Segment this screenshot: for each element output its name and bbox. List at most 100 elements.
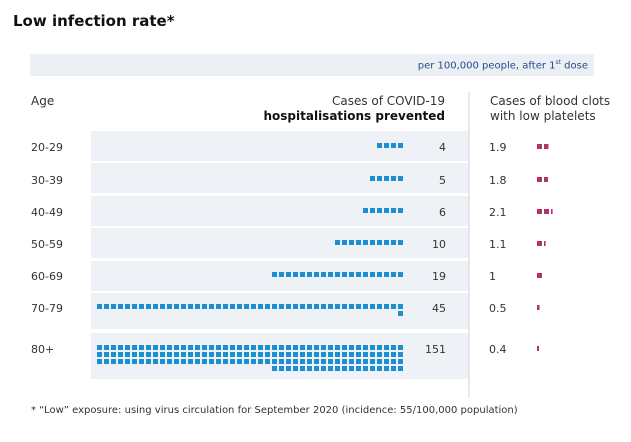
hospitalisation-square: [209, 345, 214, 350]
hospitalisation-square: [314, 359, 319, 364]
hospitalisation-square: [174, 304, 179, 309]
row-band: [91, 131, 469, 161]
age-label: 20-29: [31, 141, 63, 154]
hospitalisation-square: [384, 272, 389, 277]
hospitalisation-square: [265, 345, 270, 350]
hospitalisation-square: [349, 240, 354, 245]
hospitalisation-square: [300, 359, 305, 364]
hospitalisation-square: [391, 272, 396, 277]
hospitalisation-square: [139, 352, 144, 357]
hospitalisation-square: [286, 366, 291, 371]
blood-clot-square: [537, 273, 542, 278]
hospitalisation-square: [398, 143, 403, 148]
hospitalisation-square: [251, 304, 256, 309]
hospitalisation-square: [286, 345, 291, 350]
hospitalisation-square: [223, 352, 228, 357]
hospitalisation-square: [251, 359, 256, 364]
hospitalisation-square: [349, 352, 354, 357]
hospitalisation-square: [230, 345, 235, 350]
hospitalisation-square: [230, 352, 235, 357]
hospitalisation-square: [244, 352, 249, 357]
hospitalisation-square: [167, 304, 172, 309]
hospitalisation-square: [342, 352, 347, 357]
hospitalisation-square: [342, 366, 347, 371]
hospitalisation-square: [370, 345, 375, 350]
hospitalisation-square: [321, 366, 326, 371]
row-band: [91, 228, 469, 258]
blood-clot-value: 0.4: [489, 343, 507, 356]
hospitalisation-square: [377, 352, 382, 357]
hospitalisation-square: [230, 304, 235, 309]
hospitalisation-square: [398, 345, 403, 350]
blood-clot-square: [544, 209, 549, 214]
hospitalisation-square: [314, 366, 319, 371]
hospitalisation-square: [97, 352, 102, 357]
row-band: [91, 196, 469, 226]
hospitalisation-value: 5: [439, 174, 446, 187]
hospitalisation-square: [307, 272, 312, 277]
hospitalisation-square: [384, 304, 389, 309]
hospitalisation-value: 151: [425, 343, 446, 356]
hospitalisation-square: [356, 272, 361, 277]
hospitalisation-square: [279, 352, 284, 357]
hospitalisation-square: [272, 352, 277, 357]
blood-clot-value: 0.5: [489, 302, 507, 315]
hospitalisation-square: [384, 176, 389, 181]
hospitalisation-square: [377, 345, 382, 350]
hospitalisation-square: [258, 304, 263, 309]
hospitalisation-square: [216, 304, 221, 309]
hospitalisation-square: [125, 304, 130, 309]
hospitalisation-value: 19: [432, 270, 446, 283]
hospitalisation-square: [384, 208, 389, 213]
hospitalisation-square: [174, 352, 179, 357]
hospitalisation-square: [342, 304, 347, 309]
hospitalisation-square: [293, 272, 298, 277]
hospitalisation-square: [300, 304, 305, 309]
hospitalisation-square: [195, 304, 200, 309]
hospitalisation-square: [104, 352, 109, 357]
hospitalisation-square: [195, 345, 200, 350]
hospitalisation-value: 10: [432, 238, 446, 251]
blood-clot-square: [544, 144, 549, 149]
hospitalisation-square: [307, 304, 312, 309]
hospitalisation-square: [209, 352, 214, 357]
hospitalisation-square: [286, 272, 291, 277]
hospitalisations-header: Cases of COVID-19 hospitalisations preve…: [263, 94, 445, 123]
blood-clot-square: [537, 177, 542, 182]
hospitalisation-square: [104, 345, 109, 350]
hospitalisation-square: [167, 345, 172, 350]
hospitalisation-square: [384, 359, 389, 364]
hospitalisation-square: [153, 345, 158, 350]
hospitalisation-square: [146, 304, 151, 309]
hospitalisation-square: [356, 359, 361, 364]
hospitalisation-square: [307, 345, 312, 350]
hospitalisation-square: [146, 352, 151, 357]
hospitalisation-square: [160, 359, 165, 364]
hospitalisation-square: [370, 208, 375, 213]
hospitalisation-square: [104, 359, 109, 364]
hospitalisation-square: [370, 352, 375, 357]
hospitalisation-square: [377, 304, 382, 309]
hospitalisation-square: [300, 345, 305, 350]
blood-clot-value: 1: [489, 270, 496, 283]
hospitalisation-square: [363, 366, 368, 371]
hospitalisation-square: [398, 272, 403, 277]
hospitalisation-square: [398, 359, 403, 364]
hospitalisation-square: [244, 359, 249, 364]
hospitalisation-square: [160, 352, 165, 357]
hospitalisation-square: [195, 352, 200, 357]
hospitalisation-square: [300, 366, 305, 371]
hospitalisation-square: [272, 366, 277, 371]
hospitalisation-square: [118, 304, 123, 309]
blood-clot-value: 1.1: [489, 238, 507, 251]
hospitalisation-square: [370, 272, 375, 277]
row-band: [91, 163, 469, 193]
hospitalisation-square: [391, 304, 396, 309]
hospitalisation-square: [356, 352, 361, 357]
hospitalisation-square: [335, 345, 340, 350]
hospitalisation-square: [139, 304, 144, 309]
hospitalisation-square: [279, 345, 284, 350]
hospitalisation-square: [391, 176, 396, 181]
hospitalisation-square: [335, 352, 340, 357]
age-label: 70-79: [31, 302, 63, 315]
